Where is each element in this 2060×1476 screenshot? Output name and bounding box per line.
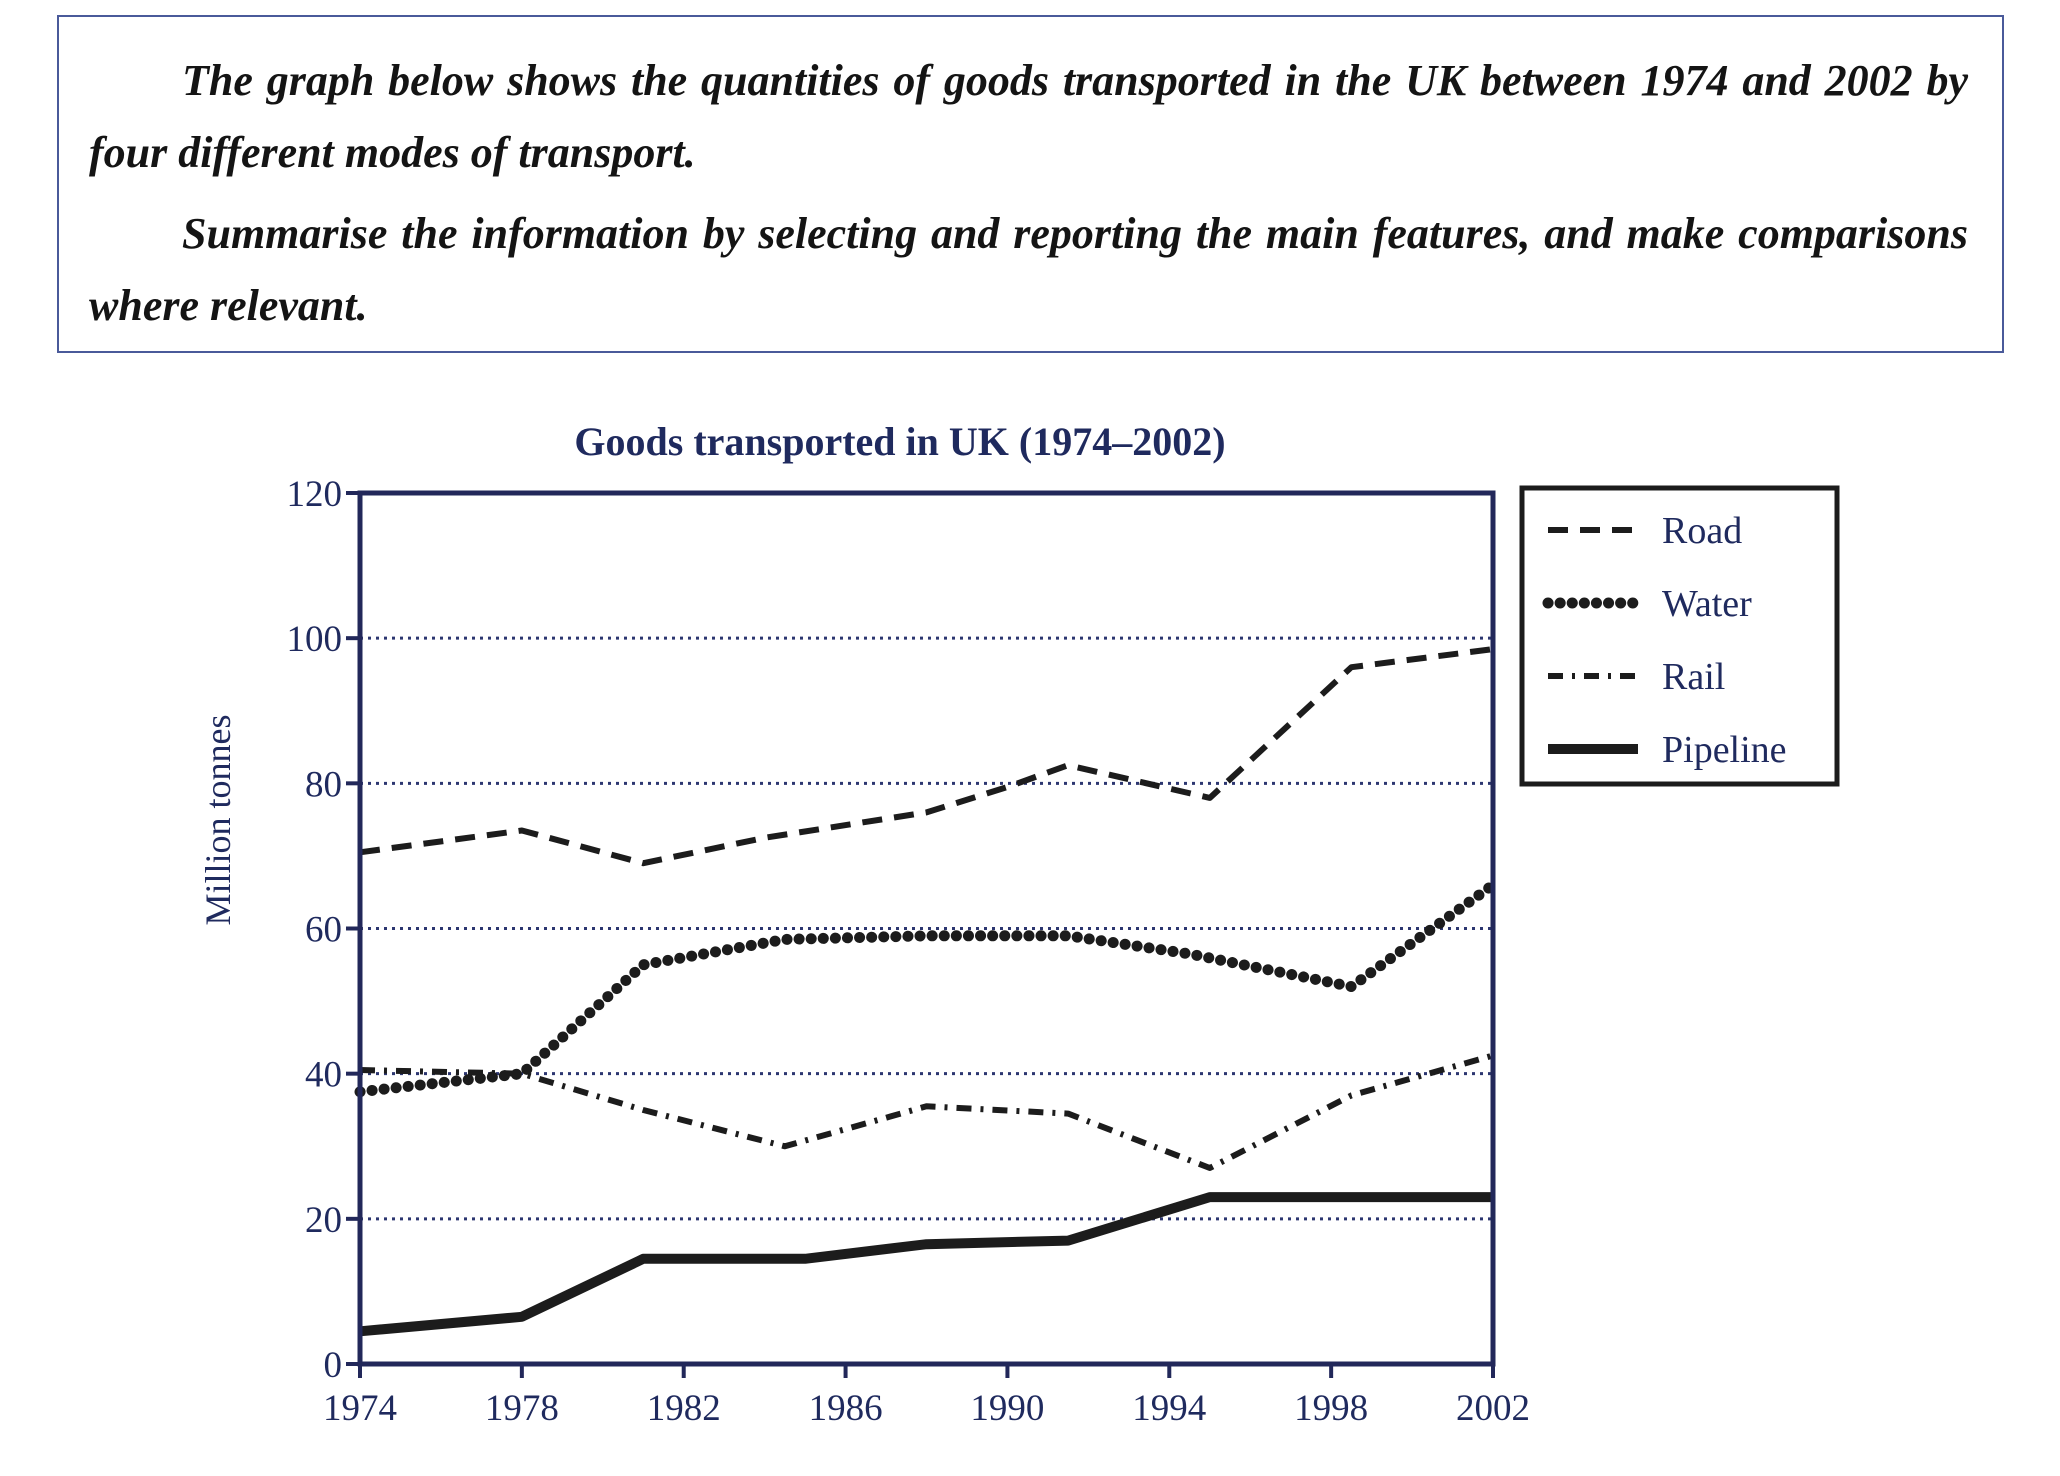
y-tick-label-120: 120 [287,474,343,515]
x-tick-label-1978: 1978 [485,1388,559,1429]
legend-label-rail: Rail [1662,656,1725,698]
x-tick-label-1998: 1998 [1294,1388,1368,1429]
x-tick-label-1994: 1994 [1132,1388,1206,1429]
y-tick-label-80: 80 [305,764,342,805]
task-instructions: The graph below shows the quantities of … [57,15,2004,353]
series-line-pipeline [359,1192,1493,1337]
gridlines [360,636,1493,1221]
series-lines [354,646,1499,1337]
y-tick-label-0: 0 [324,1345,343,1386]
x-tick-label-1982: 1982 [647,1388,721,1429]
x-tick-label-1986: 1986 [809,1388,883,1429]
series-line-water [354,879,1499,1098]
task-paragraph-2: Summarise the information by selecting a… [89,209,1968,330]
y-tick-label-40: 40 [305,1055,342,1096]
task-paragraph-1: The graph below shows the quantities of … [89,56,1968,177]
legend-label-pipeline: Pipeline [1662,729,1787,771]
x-tick-label-1974: 1974 [323,1388,397,1429]
chart-title: Goods transported in UK (1974–2002) [574,419,1225,464]
legend-label-water: Water [1662,583,1752,625]
legend: Road Water Rail Pipeline [1519,485,1840,787]
axis-ticks: 0 20 40 60 80 100 120 1974 1978 1982 1986 1990 1994 1… [287,474,1531,1429]
y-tick-label-60: 60 [305,910,342,951]
y-axis-label: Million tonnes [198,714,238,925]
legend-label-road: Road [1662,510,1742,552]
legend-box [1519,485,1840,787]
x-tick-label-2002: 2002 [1456,1388,1530,1429]
series-line-rail [359,1052,1494,1171]
x-tick-label-1990: 1990 [970,1388,1044,1429]
series-line-road [359,646,1494,867]
y-tick-label-100: 100 [287,619,343,660]
y-tick-label-20: 20 [305,1200,342,1241]
